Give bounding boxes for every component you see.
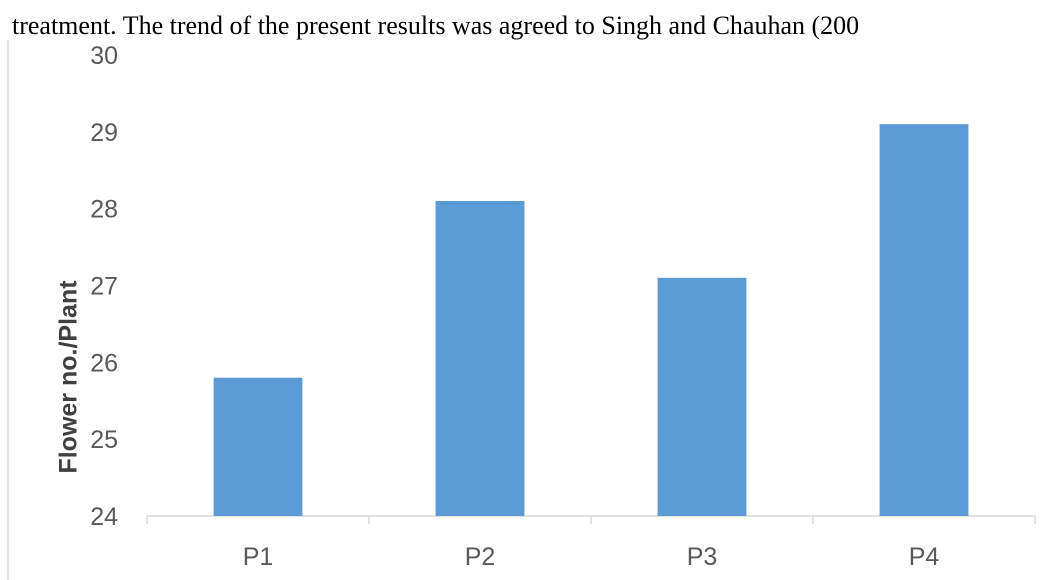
- y-tick-label: 26: [90, 349, 118, 377]
- y-tick-label: 27: [90, 273, 118, 301]
- y-tick-label: 29: [90, 119, 118, 147]
- y-tick-label: 28: [90, 196, 118, 224]
- x-tick-label: P1: [243, 543, 274, 571]
- y-axis-title: Flower no./Plant: [55, 280, 83, 474]
- bar: [435, 200, 525, 516]
- x-tick-label: P2: [465, 543, 496, 571]
- page-text: treatment. The trend of the present resu…: [12, 11, 859, 40]
- x-tick-label: P4: [909, 543, 940, 571]
- bar: [879, 124, 969, 517]
- y-tick-label: 30: [90, 42, 118, 70]
- bar: [213, 377, 303, 516]
- y-tick-label: 25: [90, 426, 118, 454]
- bar: [657, 277, 747, 516]
- x-tick-label: P3: [687, 543, 718, 571]
- y-tick-label: 24: [90, 503, 118, 531]
